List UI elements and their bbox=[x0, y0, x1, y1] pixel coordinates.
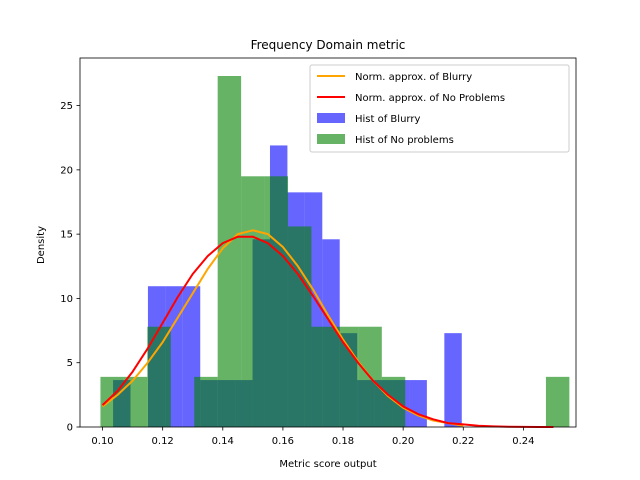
y-tick-label: 10 bbox=[60, 294, 73, 305]
x-tick-label: 0.12 bbox=[152, 436, 174, 447]
x-tick-label: 0.10 bbox=[91, 436, 113, 447]
legend-label: Hist of No problems bbox=[355, 135, 454, 146]
histogram-bar bbox=[241, 176, 265, 427]
legend-patch-swatch bbox=[317, 113, 345, 123]
y-tick-label: 20 bbox=[60, 165, 73, 176]
density-curve-1 bbox=[101, 235, 554, 428]
histogram-bar bbox=[264, 176, 289, 427]
histogram-series-1 bbox=[100, 76, 570, 427]
histogram-bar bbox=[409, 380, 427, 427]
legend-label: Norm. approx. of No Problems bbox=[355, 93, 505, 104]
histogram-bar bbox=[100, 376, 124, 427]
histogram-bar bbox=[217, 76, 242, 427]
x-tick-label: 0.24 bbox=[512, 436, 534, 447]
legend-label: Norm. approx. of Blurry bbox=[355, 72, 472, 83]
x-tick-label: 0.20 bbox=[392, 436, 414, 447]
x-tick-label: 0.22 bbox=[452, 436, 474, 447]
legend-label: Hist of Blurry bbox=[355, 114, 420, 125]
histogram-bar bbox=[444, 333, 462, 427]
axes: 0.10 0.12 0.14 0.16 0.18 0.20 0.22 0.24 0 5 10 15 20… bbox=[60, 57, 577, 447]
histogram-bar bbox=[545, 376, 570, 427]
plot-area bbox=[100, 76, 570, 428]
histogram-bar bbox=[123, 376, 148, 427]
y-tick-label: 5 bbox=[67, 358, 73, 369]
y-tick-label: 15 bbox=[60, 230, 73, 241]
legend: Norm. approx. of Blurry Norm. approx. of … bbox=[309, 64, 570, 153]
histogram-bar bbox=[381, 376, 406, 427]
legend-patch-swatch bbox=[317, 134, 345, 144]
y-tick-label: 0 bbox=[67, 423, 73, 434]
x-tick-label: 0.16 bbox=[272, 436, 294, 447]
x-tick-label: 0.18 bbox=[332, 436, 354, 447]
y-axis-label: Density bbox=[36, 226, 47, 264]
histogram-bar bbox=[147, 326, 171, 427]
axes-frame bbox=[79, 57, 577, 428]
histogram-bar bbox=[194, 376, 218, 427]
y-tick-label: 25 bbox=[60, 101, 73, 112]
x-tick-label: 0.14 bbox=[212, 436, 234, 447]
histogram-bar bbox=[311, 326, 335, 427]
chart-title: Frequency Domain metric bbox=[251, 38, 406, 52]
histogram-bar bbox=[334, 326, 359, 427]
legend-box bbox=[309, 64, 570, 153]
x-axis-label: Metric score output bbox=[279, 459, 376, 470]
density-curve-0 bbox=[101, 229, 464, 427]
